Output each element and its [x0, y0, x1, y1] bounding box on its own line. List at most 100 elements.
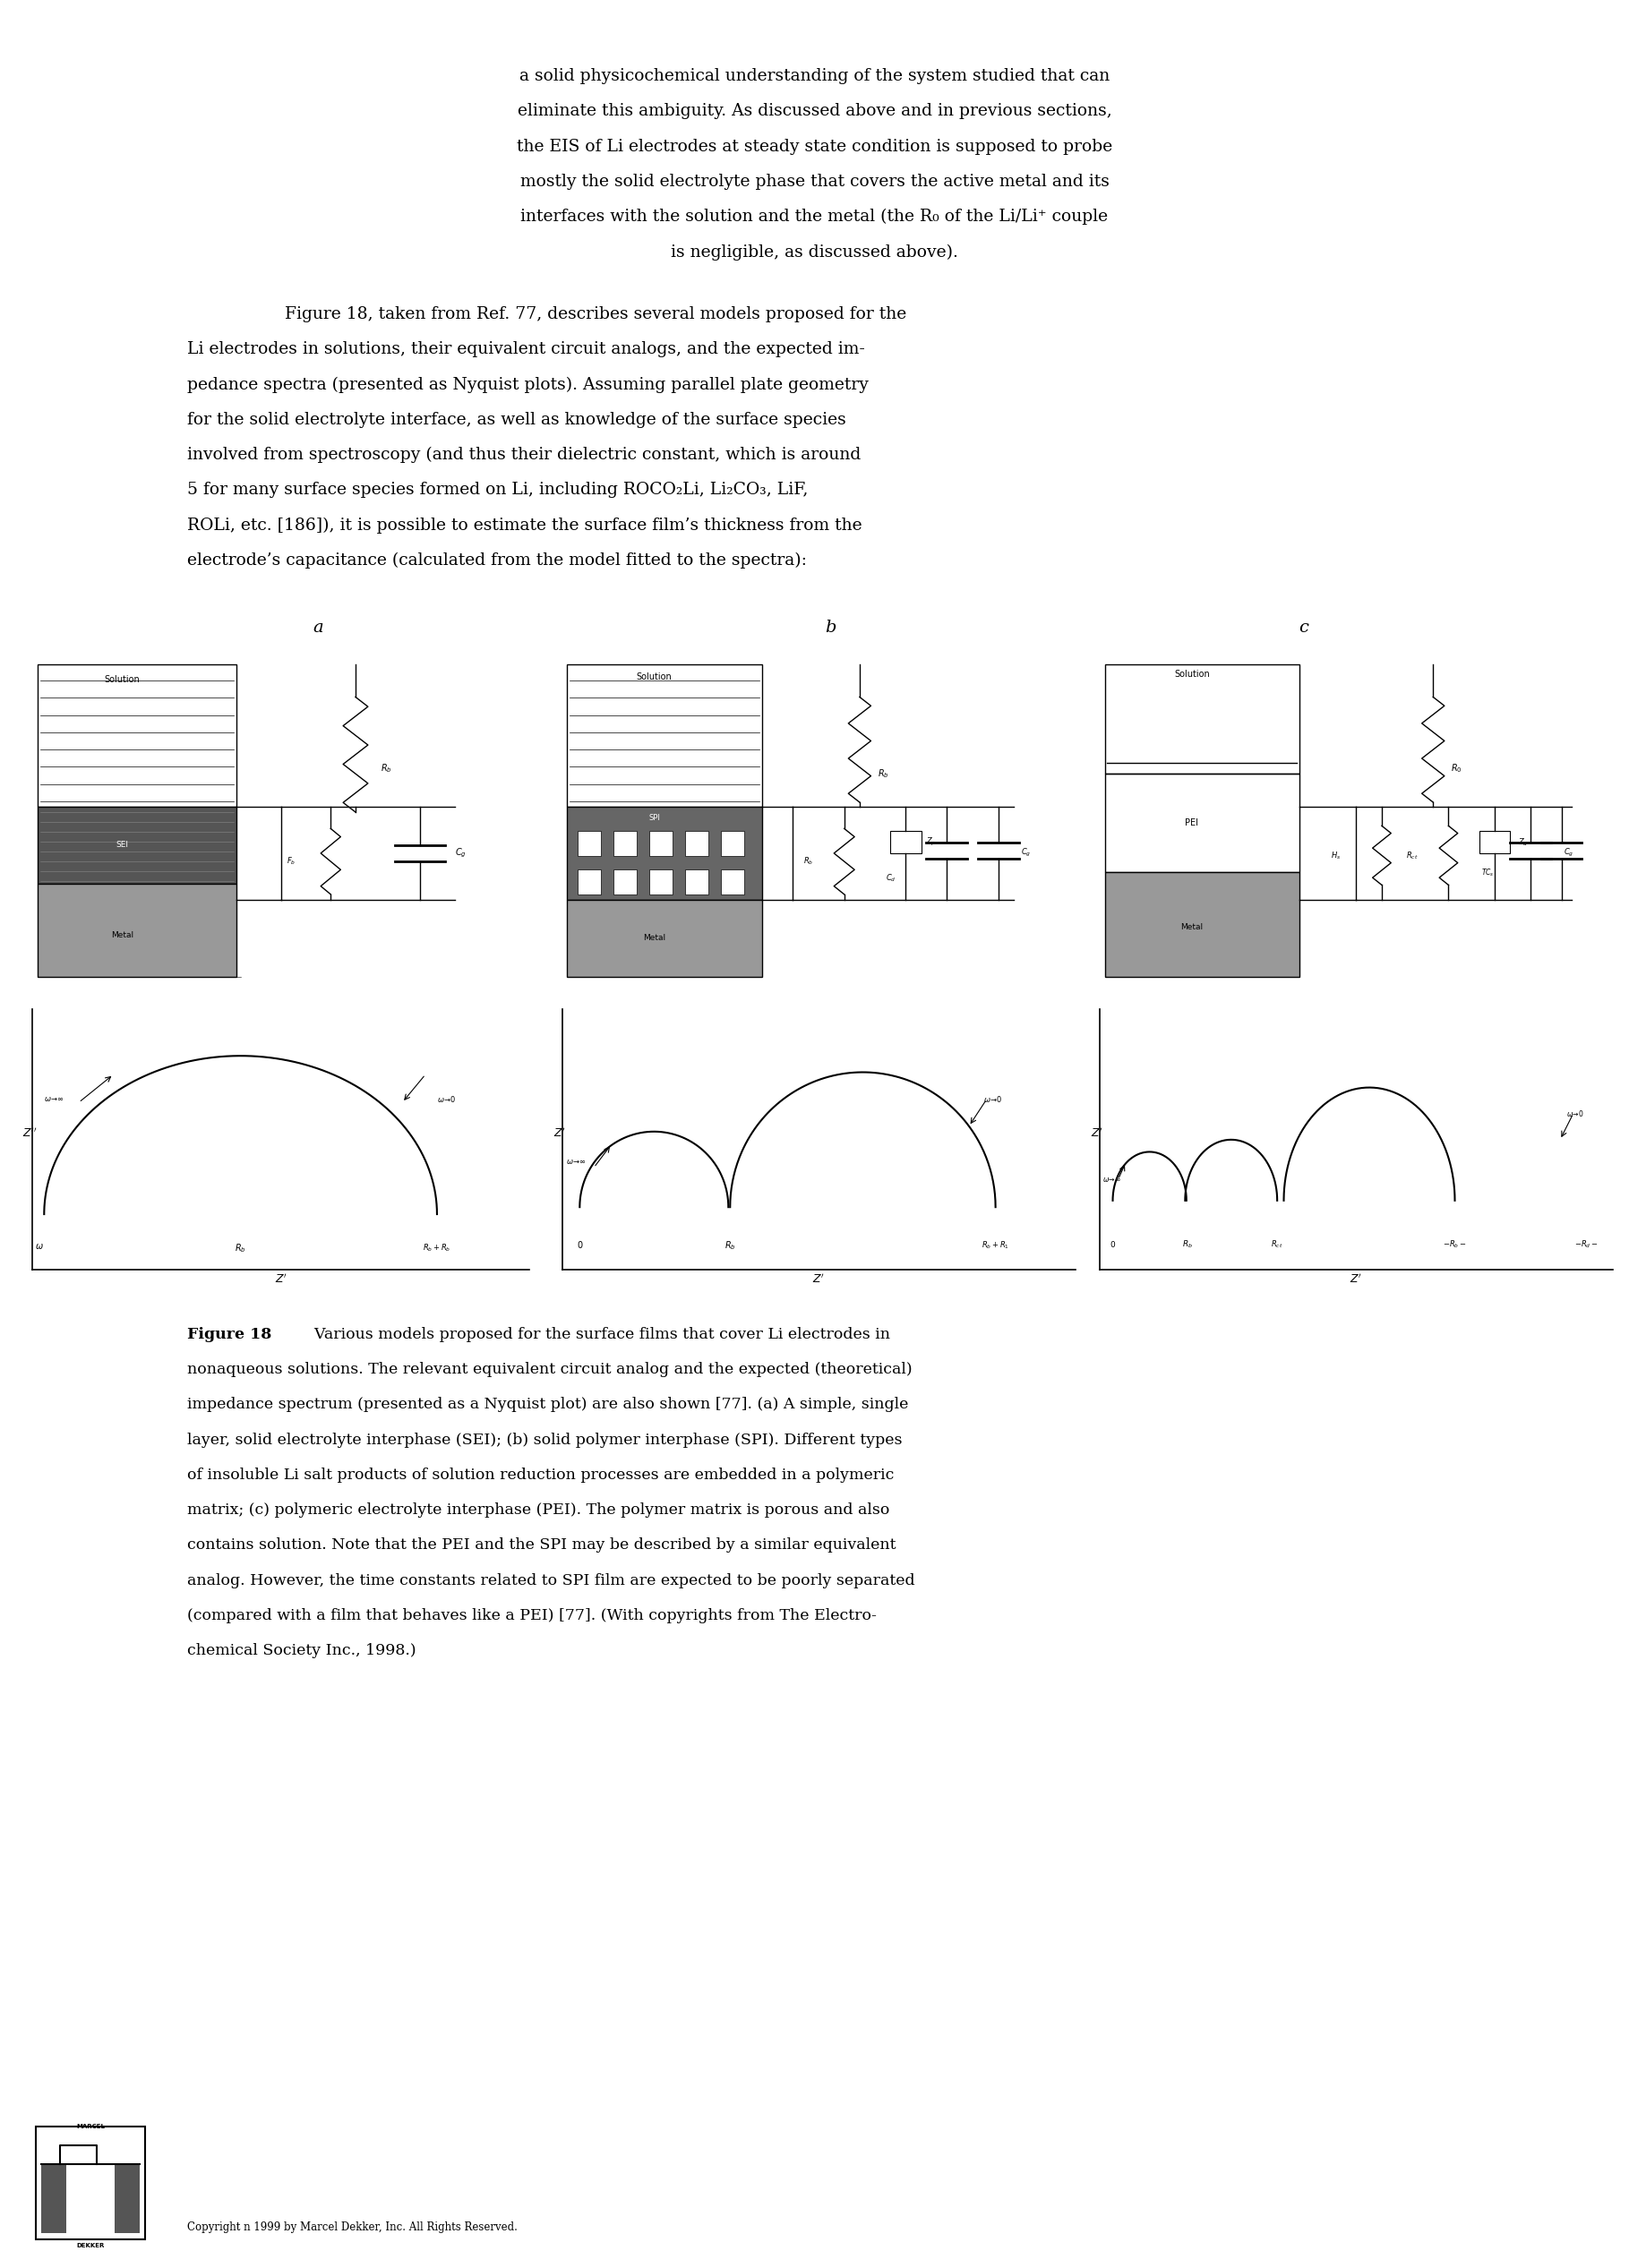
- Bar: [1479, 832, 1510, 853]
- Text: $R_b$: $R_b$: [235, 1243, 246, 1254]
- Text: $TC_s$: $TC_s$: [1481, 866, 1495, 878]
- Text: $R_b+R_b$: $R_b+R_b$: [424, 1243, 451, 1254]
- Bar: [650, 869, 673, 894]
- Bar: [42, 2164, 85, 2232]
- Text: $0$: $0$: [577, 1241, 583, 1250]
- Text: $0$: $0$: [1109, 1238, 1116, 1250]
- Text: impedance spectrum (presented as a Nyquist plot) are also shown [77]. (a) A simp: impedance spectrum (presented as a Nyqui…: [187, 1397, 909, 1413]
- Text: Li electrodes in solutions, their equivalent circuit analogs, and the expected i: Li electrodes in solutions, their equiva…: [187, 340, 865, 358]
- Text: $\omega\!\rightarrow\!\infty$: $\omega\!\rightarrow\!\infty$: [44, 1095, 65, 1102]
- Text: $\omega$: $\omega$: [36, 1243, 44, 1252]
- Bar: [891, 832, 920, 853]
- Text: chemical Society Inc., 1998.): chemical Society Inc., 1998.): [187, 1642, 417, 1658]
- Text: $\omega\!\rightarrow\!0$: $\omega\!\rightarrow\!0$: [437, 1093, 456, 1105]
- Text: interfaces with the solution and the metal (the R₀ of the Li/Li⁺ couple: interfaces with the solution and the met…: [521, 209, 1108, 225]
- Bar: [613, 832, 637, 855]
- Text: $\omega\!\rightarrow\!0$: $\omega\!\rightarrow\!0$: [1567, 1109, 1585, 1118]
- Text: $R_b+R_1$: $R_b+R_1$: [982, 1241, 1010, 1250]
- Text: Solution: Solution: [1175, 669, 1210, 678]
- Y-axis label: $Z''$: $Z''$: [23, 1127, 37, 1139]
- Text: $-R_b-$: $-R_b-$: [1443, 1238, 1466, 1250]
- Text: PEI: PEI: [1186, 819, 1199, 828]
- Text: Various models proposed for the surface films that cover Li electrodes in: Various models proposed for the surface …: [305, 1327, 891, 1343]
- Y-axis label: $Z'$: $Z'$: [554, 1127, 565, 1139]
- Text: a solid physicochemical understanding of the system studied that can: a solid physicochemical understanding of…: [520, 68, 1109, 84]
- Text: Metal: Metal: [643, 934, 666, 941]
- Text: the EIS of Li electrodes at steady state condition is supposed to probe: the EIS of Li electrodes at steady state…: [516, 138, 1113, 154]
- Bar: [37, 882, 236, 978]
- Text: for the solid electrolyte interface, as well as knowledge of the surface species: for the solid electrolyte interface, as …: [187, 411, 845, 429]
- Bar: [37, 665, 236, 807]
- Text: $R_b$: $R_b$: [878, 767, 889, 780]
- Bar: [42, 2164, 138, 2232]
- Bar: [567, 900, 762, 978]
- Text: $\omega\!\rightarrow\!\infty$: $\omega\!\rightarrow\!\infty$: [565, 1159, 586, 1166]
- Text: a: a: [313, 619, 323, 635]
- Bar: [686, 832, 709, 855]
- Bar: [1104, 773, 1300, 873]
- Text: $C_g$: $C_g$: [1564, 848, 1574, 860]
- Text: $R_b$: $R_b$: [803, 855, 813, 866]
- Text: of insoluble Li salt products of solution reduction processes are embedded in a : of insoluble Li salt products of solutio…: [187, 1467, 894, 1483]
- Text: $R_b$: $R_b$: [1183, 1238, 1192, 1250]
- Text: pedance spectra (presented as Nyquist plots). Assuming parallel plate geometry: pedance spectra (presented as Nyquist pl…: [187, 376, 868, 392]
- Bar: [577, 832, 601, 855]
- Text: b: b: [826, 619, 836, 635]
- Text: mostly the solid electrolyte phase that covers the active metal and its: mostly the solid electrolyte phase that …: [520, 172, 1109, 191]
- Text: involved from spectroscopy (and thus their dielectric constant, which is around: involved from spectroscopy (and thus the…: [187, 447, 862, 463]
- Text: DEKKER: DEKKER: [77, 2243, 104, 2248]
- Y-axis label: $Z'$: $Z'$: [1091, 1127, 1103, 1139]
- Text: analog. However, the time constants related to SPI film are expected to be poorl: analog. However, the time constants rela…: [187, 1572, 915, 1588]
- Text: $C_g$: $C_g$: [1021, 848, 1031, 860]
- Bar: [1104, 873, 1300, 978]
- Text: $\omega\!\rightarrow\!\infty$: $\omega\!\rightarrow\!\infty$: [1103, 1175, 1121, 1184]
- Text: $F_b$: $F_b$: [287, 855, 296, 866]
- Text: $Z_p$: $Z_p$: [927, 837, 937, 848]
- Text: Metal: Metal: [1181, 923, 1204, 932]
- Bar: [567, 665, 762, 807]
- Text: Solution: Solution: [637, 671, 673, 680]
- Text: $\omega\!\rightarrow\!0$: $\omega\!\rightarrow\!0$: [984, 1093, 1002, 1105]
- Text: c: c: [1298, 619, 1308, 635]
- Bar: [37, 807, 236, 882]
- Text: $Z_d$: $Z_d$: [1518, 837, 1528, 848]
- Bar: [722, 869, 744, 894]
- Text: Solution: Solution: [104, 676, 140, 685]
- Text: electrode’s capacitance (calculated from the model fitted to the spectra):: electrode’s capacitance (calculated from…: [187, 551, 806, 569]
- Text: $R_{ct}$: $R_{ct}$: [1271, 1238, 1284, 1250]
- Text: $C_d$: $C_d$: [885, 873, 896, 885]
- Bar: [65, 2164, 114, 2232]
- Text: Figure 18, taken from Ref. 77, describes several models proposed for the: Figure 18, taken from Ref. 77, describes…: [285, 306, 907, 322]
- Text: Metal: Metal: [111, 932, 134, 939]
- Text: 5 for many surface species formed on Li, including ROCO₂Li, Li₂CO₃, LiF,: 5 for many surface species formed on Li,…: [187, 481, 808, 499]
- Text: contains solution. Note that the PEI and the SPI may be described by a similar e: contains solution. Note that the PEI and…: [187, 1538, 896, 1554]
- X-axis label: $Z'$: $Z'$: [275, 1272, 287, 1286]
- Text: $R_b$: $R_b$: [725, 1241, 736, 1252]
- X-axis label: $Z'$: $Z'$: [813, 1272, 824, 1286]
- Text: $C_g$: $C_g$: [454, 846, 466, 860]
- Text: $R_0$: $R_0$: [1451, 762, 1463, 773]
- Text: $R_{ct}$: $R_{ct}$: [1406, 850, 1417, 862]
- Text: Figure 18: Figure 18: [187, 1327, 272, 1343]
- Text: nonaqueous solutions. The relevant equivalent circuit analog and the expected (t: nonaqueous solutions. The relevant equiv…: [187, 1361, 912, 1377]
- Bar: [613, 869, 637, 894]
- Text: SPI: SPI: [648, 814, 660, 821]
- Text: MARCEL: MARCEL: [77, 2125, 104, 2130]
- Text: matrix; (c) polymeric electrolyte interphase (PEI). The polymer matrix is porous: matrix; (c) polymeric electrolyte interp…: [187, 1501, 889, 1517]
- X-axis label: $Z'$: $Z'$: [1350, 1272, 1362, 1286]
- Text: $H_s$: $H_s$: [1331, 850, 1341, 862]
- Bar: [577, 869, 601, 894]
- Text: (compared with a film that behaves like a PEI) [77]. (With copyrights from The E: (compared with a film that behaves like …: [187, 1608, 876, 1624]
- Text: is negligible, as discussed above).: is negligible, as discussed above).: [671, 243, 958, 261]
- Bar: [686, 869, 709, 894]
- Bar: [567, 807, 762, 900]
- Text: ROLi, etc. [186]), it is possible to estimate the surface film’s thickness from : ROLi, etc. [186]), it is possible to est…: [187, 517, 862, 533]
- Text: $-R_d-$: $-R_d-$: [1575, 1238, 1598, 1250]
- Text: SEI: SEI: [116, 841, 129, 848]
- Text: Copyright n 1999 by Marcel Dekker, Inc. All Rights Reserved.: Copyright n 1999 by Marcel Dekker, Inc. …: [187, 2220, 518, 2234]
- Bar: [650, 832, 673, 855]
- Text: $R_b$: $R_b$: [380, 762, 393, 773]
- Text: eliminate this ambiguity. As discussed above and in previous sections,: eliminate this ambiguity. As discussed a…: [518, 102, 1111, 120]
- Bar: [1104, 665, 1300, 773]
- Text: layer, solid electrolyte interphase (SEI); (b) solid polymer interphase (SPI). D: layer, solid electrolyte interphase (SEI…: [187, 1431, 902, 1447]
